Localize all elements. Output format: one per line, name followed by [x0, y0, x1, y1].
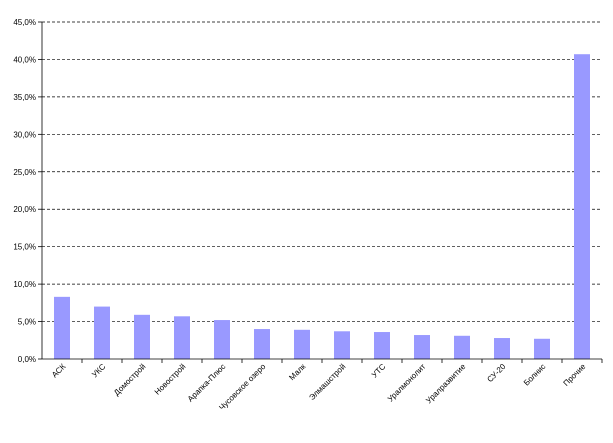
bars: [54, 54, 590, 360]
x-tick-label: Новострой: [153, 362, 188, 397]
x-tick-label: Болнис: [522, 362, 548, 388]
x-tick-label: СУ-20: [485, 362, 507, 384]
bar: [374, 332, 390, 359]
bar: [574, 54, 590, 360]
x-tick-label: АСК: [50, 362, 68, 380]
x-tick-label: УТС: [370, 362, 388, 380]
bar: [294, 329, 310, 359]
y-tick-label: 30,0%: [13, 130, 36, 139]
y-tick-labels: 0,0% 5,0% 10,0% 15,0% 20,0% 25,0% 30,0% 35,0% 40…: [13, 18, 42, 364]
y-tick-label: 45,0%: [13, 18, 36, 27]
y-tick-label: 10,0%: [13, 280, 36, 289]
bar: [414, 335, 430, 359]
y-tick-label: 0,0%: [18, 355, 36, 364]
bar: [534, 338, 550, 359]
y-tick-label: 25,0%: [13, 168, 36, 177]
y-tick-label: 20,0%: [13, 205, 36, 214]
y-tick-label: 5,0%: [18, 318, 36, 327]
x-tick-label: Домострой: [112, 362, 147, 397]
bar: [454, 335, 470, 359]
x-tick-label: Элмашстрой: [307, 362, 347, 402]
bar: [134, 314, 150, 359]
y-tick-label: 40,0%: [13, 55, 36, 64]
bar: [334, 331, 350, 359]
bar: [254, 329, 270, 359]
x-tick-label: Малк: [287, 362, 307, 382]
gridlines: [42, 21, 602, 322]
bar: [174, 316, 190, 359]
bar: [214, 320, 230, 359]
x-tick-label: Арапка-Плюс: [186, 362, 228, 404]
x-tick-label: Уралмонолит: [386, 362, 428, 404]
axes: [41, 22, 602, 360]
x-tick-label: Уралразвитие: [424, 362, 468, 406]
bar: [54, 296, 70, 359]
x-tick-labels: АСК УКС Домострой НовостройАрапка-ПлюсЧусов…: [50, 359, 603, 412]
y-tick-label: 35,0%: [13, 93, 36, 102]
bar: [494, 338, 510, 359]
x-tick-label: УКС: [90, 362, 107, 379]
bar: [94, 306, 110, 359]
y-tick-label: 15,0%: [13, 243, 36, 252]
x-tick-label: Прочие: [562, 362, 588, 388]
